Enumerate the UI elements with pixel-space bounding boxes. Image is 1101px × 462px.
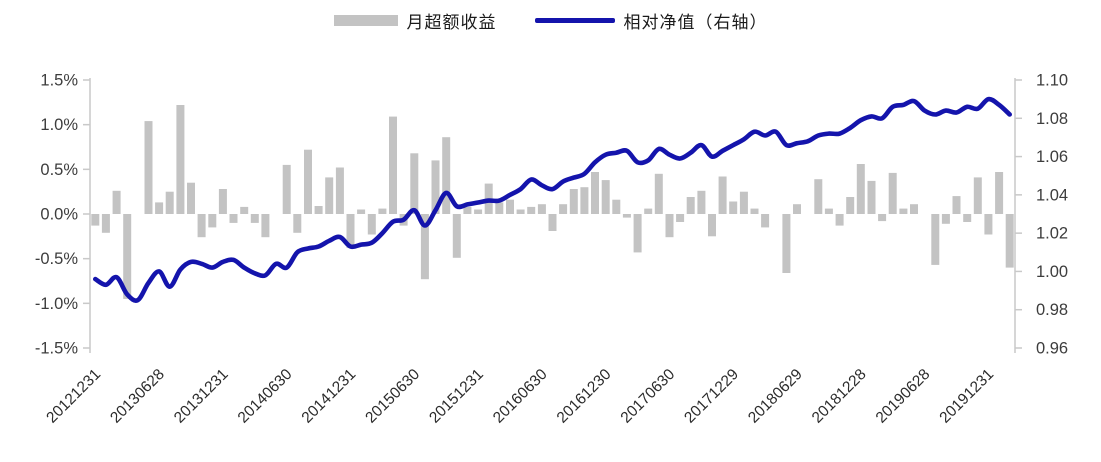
bar-series-label: 月超额收益	[406, 13, 497, 32]
svg-text:0.96: 0.96	[1036, 340, 1068, 358]
x-axis-tick-labels: 20121231 20130628 20131231 20140630 20141231…	[43, 366, 997, 427]
svg-text:-1.5%: -1.5%	[35, 340, 78, 358]
svg-text:20160630: 20160630	[490, 366, 551, 427]
legend-item-line-series: 相对净值（右轴）	[534, 8, 768, 33]
svg-text:20141231: 20141231	[299, 366, 360, 427]
svg-text:1.06: 1.06	[1036, 148, 1068, 166]
legend-item-bar-series: 月超额收益	[333, 8, 497, 33]
svg-text:-0.5%: -0.5%	[35, 250, 78, 268]
svg-text:20151231: 20151231	[426, 366, 487, 427]
line-series-relative-nav	[93, 96, 1012, 303]
svg-text:-1.0%: -1.0%	[35, 295, 78, 313]
svg-text:1.00: 1.00	[1036, 263, 1068, 281]
bar-series-swatch	[333, 15, 398, 26]
left-axis-tick-labels: 1.5% 1.0% 0.5% 0.0% -0.5% -1.0% -1.5%	[35, 72, 78, 358]
svg-text:0.98: 0.98	[1036, 301, 1068, 319]
svg-text:20130628: 20130628	[107, 366, 168, 427]
svg-text:1.02: 1.02	[1036, 225, 1068, 243]
svg-text:1.10: 1.10	[1036, 72, 1068, 90]
svg-text:1.0%: 1.0%	[40, 116, 78, 134]
svg-text:0.5%: 0.5%	[40, 161, 78, 179]
line-series-swatch	[534, 18, 615, 23]
bar-series-monthly-excess-return	[91, 105, 1014, 299]
svg-text:20140630: 20140630	[235, 366, 296, 427]
svg-text:20171229: 20171229	[681, 366, 742, 427]
svg-text:20150630: 20150630	[362, 366, 423, 427]
right-axis-tick-labels: 1.10 1.08 1.06 1.04 1.02 1.00 0.98 0.96	[1036, 72, 1068, 358]
svg-text:20121231: 20121231	[43, 366, 104, 427]
svg-text:1.04: 1.04	[1036, 186, 1068, 204]
svg-text:20170630: 20170630	[618, 366, 679, 427]
svg-text:20190628: 20190628	[873, 366, 934, 427]
svg-text:20131231: 20131231	[171, 366, 232, 427]
chart-legend: 月超额收益 相对净值（右轴）	[0, 8, 1101, 33]
right-axis	[1014, 78, 1022, 353]
svg-text:20181228: 20181228	[809, 366, 870, 427]
svg-text:1.08: 1.08	[1036, 110, 1068, 128]
svg-text:20191231: 20191231	[936, 366, 997, 427]
svg-text:1.5%: 1.5%	[40, 72, 78, 90]
svg-text:20180629: 20180629	[745, 366, 806, 427]
svg-text:20161230: 20161230	[554, 366, 615, 427]
svg-text:0.0%: 0.0%	[40, 206, 78, 224]
left-axis	[83, 78, 91, 353]
line-series-label: 相对净值（右轴）	[623, 13, 768, 32]
